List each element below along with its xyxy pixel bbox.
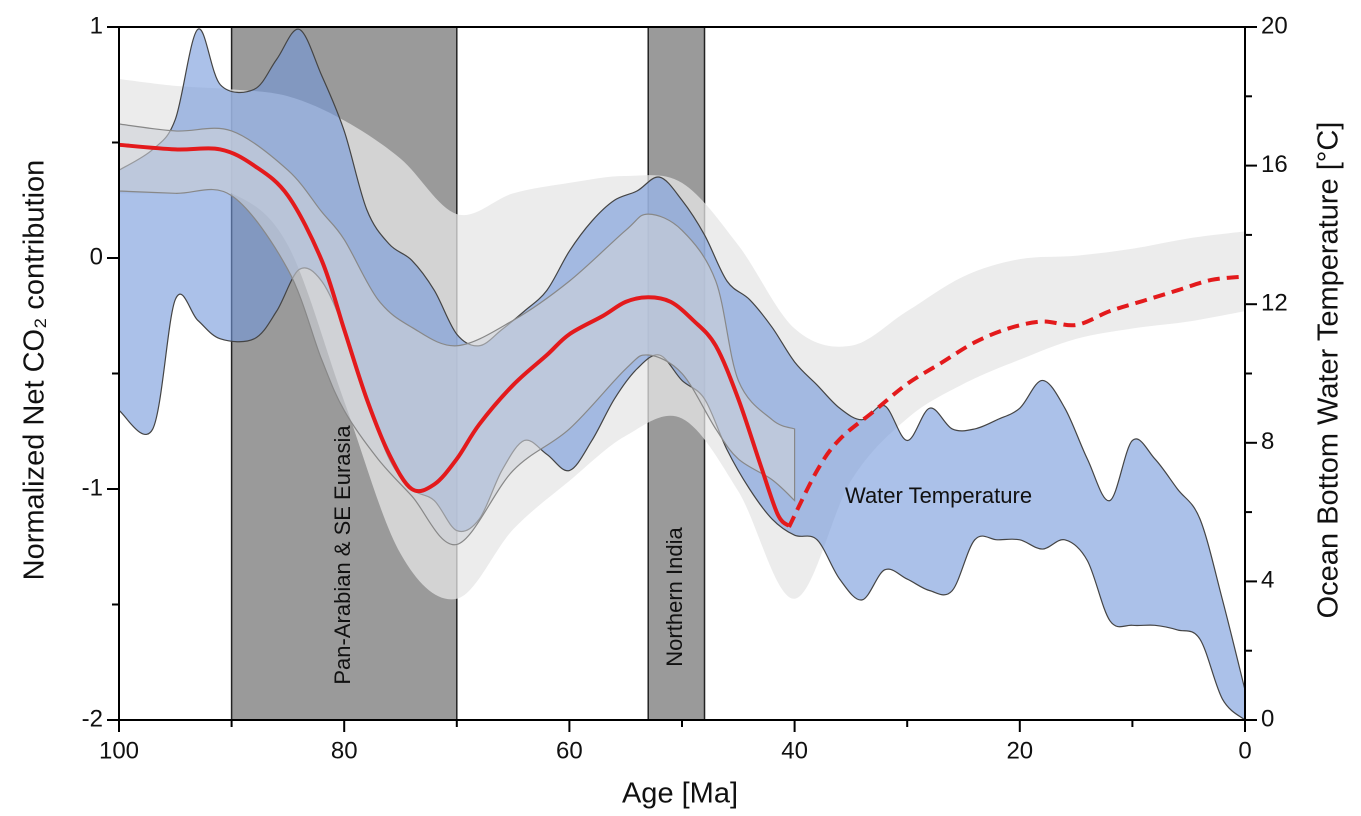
x-tick-label: 40 — [781, 737, 808, 764]
plot: Pan-Arabian & SE Eurasia Northern India Wa… — [118, 26, 1246, 722]
band — [118, 123, 796, 546]
annotation: Water Temperature — [845, 483, 1032, 508]
y-tick-label: -1 — [82, 474, 103, 501]
x-tick-label: 60 — [556, 737, 583, 764]
y2-tick-label: 20 — [1261, 12, 1288, 39]
x-tick-label: 80 — [331, 737, 358, 764]
line — [118, 142, 791, 528]
y2-tick-label: 4 — [1261, 567, 1274, 594]
region-label: Northern India — [662, 527, 687, 667]
y-tick-label: -2 — [82, 705, 103, 732]
y-tick-label: 1 — [90, 12, 103, 39]
x-axis-label: Age [Ma] — [622, 778, 738, 810]
x-tick-label: 100 — [99, 737, 139, 764]
x-tick-label: 0 — [1238, 737, 1251, 764]
x-tick-label: 20 — [1006, 737, 1033, 764]
y2-tick-label: 16 — [1261, 151, 1288, 178]
y-axis-label: Normalized Net CO₂ contribution — [19, 160, 51, 581]
y2-tick-label: 8 — [1261, 428, 1274, 455]
line — [787, 274, 1246, 528]
y-tick-label: 0 — [90, 243, 103, 270]
region-label: Pan-Arabian & SE Eurasia — [330, 425, 355, 685]
y2-tick-label: 0 — [1261, 705, 1274, 732]
y2-axis-label: Ocean Bottom Water Temperature [°C] — [1313, 122, 1345, 619]
y2-tick-label: 12 — [1261, 290, 1288, 317]
